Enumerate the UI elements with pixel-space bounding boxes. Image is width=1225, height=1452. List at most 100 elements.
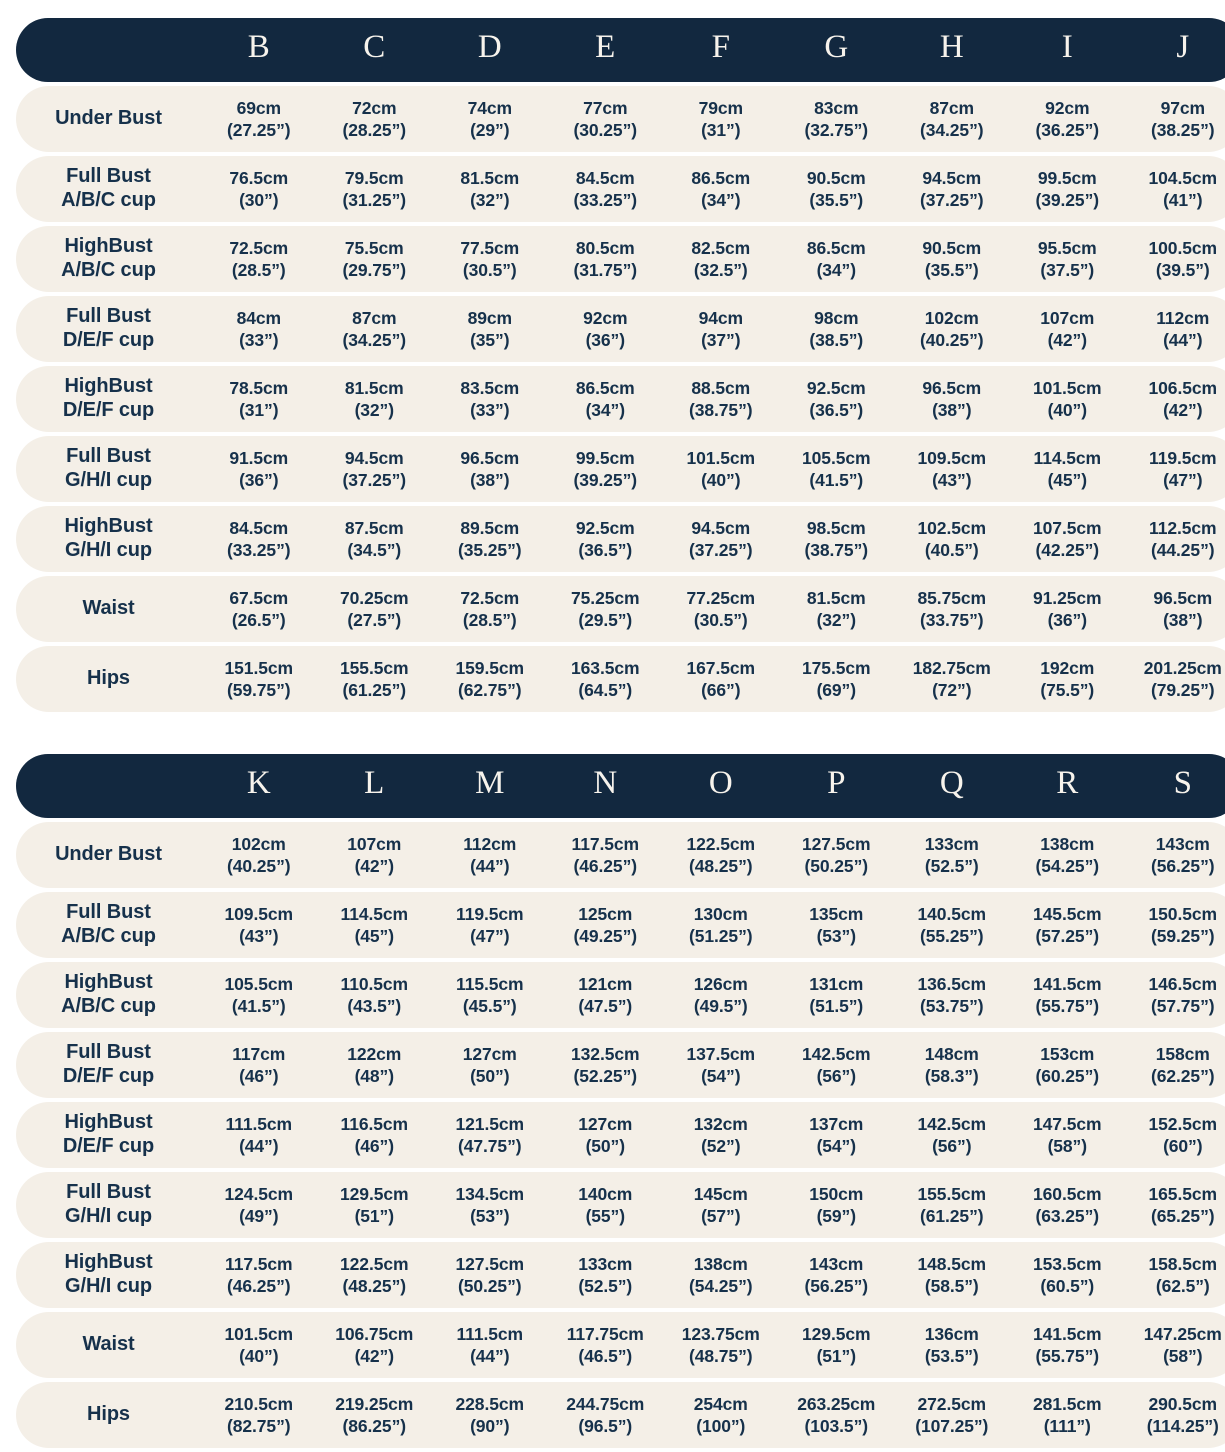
measurement-inches: (50”) (585, 1136, 625, 1156)
measurement-inches: (35.5”) (809, 190, 864, 210)
measurement-cm: 72cm (352, 97, 397, 118)
row-label-line-1: HighBust (64, 971, 153, 994)
measurement-cm: 92.5cm (806, 377, 866, 398)
row-label-line-1: HighBust (64, 235, 153, 258)
measurement-cm: 77.5cm (460, 237, 520, 258)
measurement-cell: 104.5cm (41”) (1125, 156, 1225, 222)
row-label-line-2: A/B/C cup (61, 995, 156, 1017)
measurement-inches: (37.25”) (689, 540, 753, 560)
row-label-line-1: Full Bust (66, 445, 151, 468)
measurement-cell: 83.5cm (33”) (432, 366, 548, 432)
measurement-cm: 77cm (583, 97, 628, 118)
measurement-cm: 85.75cm (917, 587, 986, 608)
measurement-inches: (36”) (1047, 610, 1087, 630)
measurement-cm: 105.5cm (224, 973, 293, 994)
measurement-cell: 101.5cm (40”) (1009, 366, 1125, 432)
measurement-cell: 94.5cm (37.25”) (663, 506, 779, 572)
measurement-cell: 117.75cm (46.5”) (547, 1312, 663, 1378)
measurement-inches: (51.5”) (809, 996, 864, 1016)
measurement-cm: 122cm (347, 1043, 402, 1064)
measurement-inches: (58”) (1163, 1346, 1203, 1366)
measurement-cm: 94cm (698, 307, 743, 328)
table-row: Full Bust G/H/I cup 91.5cm (36”) 94.5cm (37.2… (16, 436, 1225, 502)
measurement-cell: 210.5cm (82.75”) (201, 1382, 317, 1448)
measurement-cell: 91.5cm (36”) (201, 436, 317, 502)
measurement-inches: (44”) (470, 856, 510, 876)
measurement-cell: 138cm (54.25”) (663, 1242, 779, 1308)
measurement-inches: (59”) (816, 1206, 856, 1226)
measurement-row-label: Under Bust (16, 86, 201, 152)
measurement-inches: (35.25”) (458, 540, 522, 560)
measurement-inches: (34.25”) (342, 330, 407, 350)
measurement-inches: (44”) (1163, 330, 1203, 350)
measurement-inches: (32”) (470, 190, 510, 210)
measurement-inches: (42”) (354, 856, 394, 876)
row-label-line-2: D/E/F cup (62, 1135, 155, 1157)
measurement-cm: 159.5cm (455, 657, 524, 678)
measurement-cell: 254cm (100”) (663, 1382, 779, 1448)
measurement-inches: (30.5”) (462, 260, 517, 280)
measurement-inches: (46”) (239, 1066, 279, 1086)
measurement-inches: (34.5”) (347, 540, 402, 560)
measurement-cm: 272.5cm (917, 1393, 986, 1414)
measurement-cm: 142.5cm (917, 1113, 986, 1134)
measurement-cm: 122.5cm (340, 1253, 409, 1274)
measurement-inches: (45”) (354, 926, 394, 946)
measurement-cm: 141.5cm (1033, 973, 1102, 994)
measurement-cm: 152.5cm (1148, 1113, 1217, 1134)
size-column-header-k: K (201, 754, 317, 818)
measurement-cm: 141.5cm (1033, 1323, 1102, 1344)
measurement-cell: 77.5cm (30.5”) (432, 226, 548, 292)
measurement-cell: 272.5cm (107.25”) (894, 1382, 1010, 1448)
measurement-cm: 82.5cm (691, 237, 751, 258)
measurement-inches: (39.25”) (1035, 190, 1100, 210)
measurement-cm: 79.5cm (344, 167, 404, 188)
table-row: Full Bust D/E/F cup 84cm (33”) 87cm (34.25”) 8… (16, 296, 1225, 362)
measurement-cell: 86.5cm (34”) (663, 156, 779, 222)
measurement-cm: 84.5cm (229, 517, 289, 538)
measurement-cm: 84.5cm (575, 167, 635, 188)
measurement-cell: 134.5cm (53”) (432, 1172, 548, 1238)
measurement-inches: (56”) (816, 1066, 856, 1086)
measurement-cm: 87.5cm (344, 517, 404, 538)
measurement-cell: 127.5cm (50.25”) (432, 1242, 548, 1308)
measurement-cell: 151.5cm (59.75”) (201, 646, 317, 712)
row-label-line-1: Hips (87, 667, 130, 690)
measurement-cell: 119.5cm (47”) (1125, 436, 1225, 502)
measurement-inches: (114.25”) (1146, 1416, 1219, 1436)
measurement-inches: (38.5”) (809, 330, 864, 350)
measurement-row-label: HighBust G/H/I cup (16, 506, 201, 572)
table-row: Full Bust D/E/F cup 117cm (46”) 122cm (48”) 12… (16, 1032, 1225, 1098)
measurement-cell: 105.5cm (41.5”) (778, 436, 894, 502)
header-corner-cell (16, 754, 201, 818)
measurement-cm: 148.5cm (917, 1253, 986, 1274)
measurement-cell: 96.5cm (38”) (1125, 576, 1225, 642)
measurement-inches: (40.25”) (227, 856, 291, 876)
measurement-cell: 140.5cm (55.25”) (894, 892, 1010, 958)
measurement-inches: (40.5”) (924, 540, 979, 560)
measurement-cm: 81.5cm (344, 377, 404, 398)
row-label-line-1: HighBust (64, 1251, 153, 1274)
measurement-row-label: HighBust G/H/I cup (16, 1242, 201, 1308)
table-row: Full Bust A/B/C cup 109.5cm (43”) 114.5cm (45… (16, 892, 1225, 958)
measurement-inches: (47.5”) (578, 996, 633, 1016)
measurement-cell: 92cm (36”) (547, 296, 663, 362)
measurement-inches: (60.25”) (1035, 1066, 1100, 1086)
measurement-cell: 136cm (53.5”) (894, 1312, 1010, 1378)
measurement-cm: 102cm (924, 307, 979, 328)
measurement-cm: 104.5cm (1148, 167, 1217, 188)
measurement-inches: (38”) (470, 470, 510, 490)
measurement-row-label: HighBust A/B/C cup (16, 962, 201, 1028)
measurement-inches: (86.25”) (342, 1416, 407, 1436)
row-label-line-1: Full Bust (66, 305, 151, 328)
measurement-cell: 116.5cm (46”) (316, 1102, 432, 1168)
row-label-line-1: Full Bust (66, 1181, 151, 1204)
measurement-cell: 79cm (31”) (663, 86, 779, 152)
size-column-header-f: F (663, 18, 779, 82)
measurement-cm: 153cm (1040, 1043, 1095, 1064)
measurement-cell: 81.5cm (32”) (778, 576, 894, 642)
measurement-cm: 182.75cm (912, 657, 991, 678)
measurement-cell: 102.5cm (40.5”) (894, 506, 1010, 572)
measurement-cell: 127cm (50”) (547, 1102, 663, 1168)
measurement-inches: (54”) (816, 1136, 856, 1156)
